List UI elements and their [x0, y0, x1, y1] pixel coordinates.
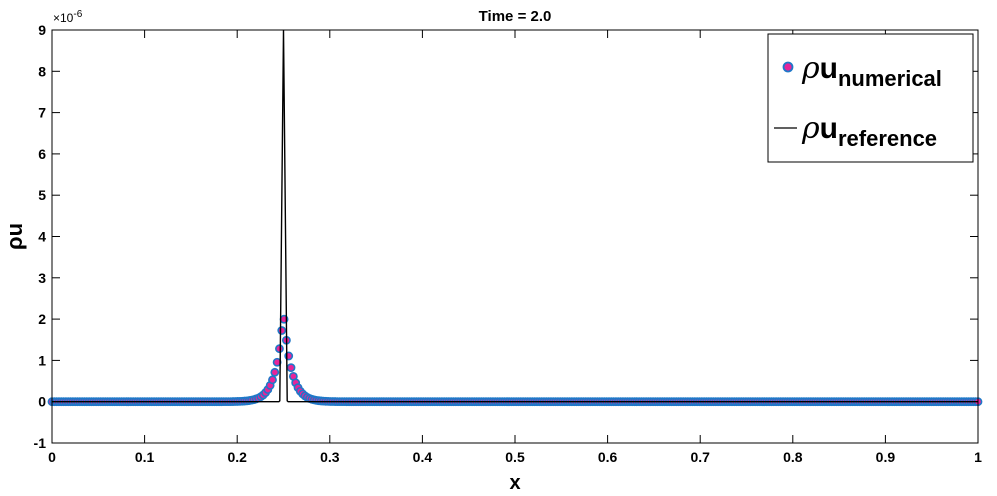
chart-title: Time = 2.0: [479, 8, 552, 25]
y-tick-label: 5: [38, 187, 46, 203]
legend-subscript-numerical: numerical: [838, 66, 942, 91]
y-exponent-label: ×10-6: [53, 9, 83, 25]
legend-subscript-reference: reference: [838, 126, 937, 151]
x-axis-label: x: [509, 472, 520, 494]
x-tick-label: 0.8: [783, 449, 803, 465]
x-tick-label: 0.6: [598, 449, 618, 465]
plot-area: 0 0.1 0.2 0.3 0.4 0.5 0.6 0.7 0.8 0.9 1-1012345678…: [34, 22, 983, 465]
y-tick-label: 4: [38, 229, 46, 245]
y-tick-label: 0: [38, 394, 46, 410]
x-tick-label: 0.7: [690, 449, 710, 465]
legend-u-symbol: u: [820, 52, 838, 85]
y-tick-label: 6: [38, 146, 46, 162]
legend-rho-symbol: ρ: [801, 111, 820, 146]
legend-label-numerical: ρunumerical: [801, 51, 942, 91]
legend-box: [767, 33, 974, 163]
x-tick-label: 0.3: [320, 449, 340, 465]
x-tick-label: 1: [974, 449, 982, 465]
legend-marker-numerical: [782, 61, 794, 73]
y-exponent-base: ×10: [53, 11, 74, 25]
numerical-point: [286, 363, 296, 373]
plot-frame: [51, 29, 979, 444]
legend-u-symbol: u: [820, 112, 838, 145]
x-tick-label: 0.2: [227, 449, 247, 465]
x-tick-label: 0.4: [413, 449, 433, 465]
y-axis-label: ρu: [2, 223, 27, 250]
y-tick-label: 3: [38, 270, 46, 286]
numerical-point: [268, 375, 277, 385]
y-exponent-power: -6: [73, 9, 82, 20]
legend-label-reference: ρureference: [801, 111, 937, 151]
legend-entry-reference: ρureference: [774, 111, 937, 151]
numerical-point: [270, 367, 280, 377]
y-tick-label: 9: [38, 22, 46, 38]
x-tick-label: 0.1: [135, 449, 155, 465]
x-tick-label: 0.9: [876, 449, 896, 465]
numerical-point: [277, 326, 287, 335]
x-tick-label: 0.5: [505, 449, 525, 465]
y-tick-label: 2: [38, 311, 46, 327]
y-tick-label: -1: [34, 435, 47, 451]
legend: ρunumerical ρureference: [767, 33, 974, 163]
y-tick-label: 1: [38, 352, 46, 368]
y-tick-label: 7: [38, 105, 46, 121]
x-tick-label: 0: [48, 449, 56, 465]
y-tick-label: 8: [38, 63, 46, 79]
legend-rho-symbol: ρ: [801, 51, 820, 86]
legend-entry-numerical: ρunumerical: [782, 51, 942, 91]
numerical-point: [275, 344, 284, 354]
axis-ticks: 0 0.1 0.2 0.3 0.4 0.5 0.6 0.7 0.8 0.9 1-1012345678…: [34, 22, 983, 465]
